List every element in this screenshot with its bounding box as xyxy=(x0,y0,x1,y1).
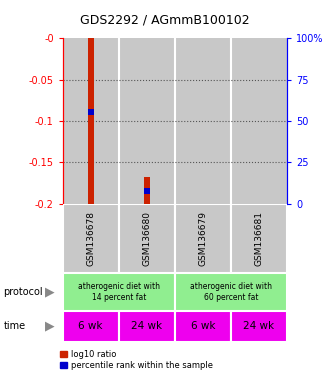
Bar xyxy=(175,311,231,342)
Bar xyxy=(63,273,175,311)
Text: GSM136680: GSM136680 xyxy=(142,210,151,266)
Text: 24 wk: 24 wk xyxy=(131,321,162,331)
Bar xyxy=(175,38,231,204)
Legend: log10 ratio, percentile rank within the sample: log10 ratio, percentile rank within the … xyxy=(60,350,213,370)
Text: GSM136678: GSM136678 xyxy=(86,210,95,266)
Bar xyxy=(63,38,119,204)
Text: GSM136679: GSM136679 xyxy=(198,210,208,266)
Bar xyxy=(119,204,175,273)
Text: GSM136681: GSM136681 xyxy=(254,210,264,266)
Bar xyxy=(231,38,287,204)
Text: protocol: protocol xyxy=(3,287,43,297)
Text: ▶: ▶ xyxy=(45,320,54,333)
Text: 24 wk: 24 wk xyxy=(244,321,275,331)
Bar xyxy=(175,204,231,273)
Bar xyxy=(88,109,94,115)
Bar xyxy=(231,204,287,273)
Bar xyxy=(144,177,150,204)
Bar xyxy=(119,311,175,342)
Text: 6 wk: 6 wk xyxy=(79,321,103,331)
Bar xyxy=(63,311,119,342)
Text: time: time xyxy=(3,321,25,331)
Bar xyxy=(119,38,175,204)
Text: atherogenic diet with
14 percent fat: atherogenic diet with 14 percent fat xyxy=(78,282,160,301)
Text: atherogenic diet with
60 percent fat: atherogenic diet with 60 percent fat xyxy=(190,282,272,301)
Bar xyxy=(175,273,287,311)
Bar xyxy=(63,204,119,273)
Bar xyxy=(144,188,150,194)
Bar xyxy=(231,311,287,342)
Text: GDS2292 / AGmmB100102: GDS2292 / AGmmB100102 xyxy=(80,13,250,26)
Text: ▶: ▶ xyxy=(45,285,54,298)
Text: 6 wk: 6 wk xyxy=(191,321,215,331)
Bar xyxy=(88,38,94,204)
